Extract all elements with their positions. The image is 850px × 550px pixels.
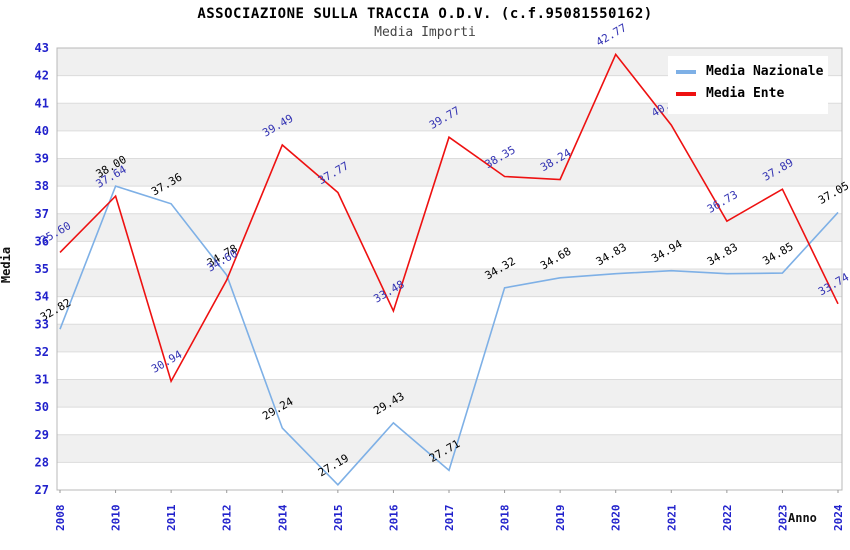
x-axis-title: Anno: [788, 511, 817, 525]
y-tick-label: 41: [35, 96, 49, 110]
y-tick-label: 35: [35, 262, 49, 276]
legend-label-nazionale: Media Nazionale: [706, 64, 824, 79]
legend-item-nazionale: Media Nazionale: [676, 64, 824, 79]
y-tick-label: 43: [35, 41, 49, 55]
ente-line-swatch-icon: [676, 91, 696, 96]
point-label: 34.68: [538, 245, 573, 273]
chart-title: ASSOCIAZIONE SULLA TRACCIA O.D.V. (c.f.9…: [197, 6, 653, 22]
y-tick-label: 42: [35, 69, 49, 83]
y-tick-label: 32: [35, 345, 49, 359]
x-tick-label: 2015: [332, 505, 345, 532]
y-tick-label: 34: [35, 290, 49, 304]
y-tick-label: 28: [35, 455, 49, 469]
y-tick-label: 27: [35, 483, 49, 497]
chart-subtitle: Media Importi: [374, 25, 476, 40]
x-tick-label: 2016: [387, 504, 400, 531]
y-tick-label: 33: [35, 317, 49, 331]
nazionale-line-swatch-icon: [676, 69, 696, 74]
x-tick-label: 2024: [832, 504, 845, 531]
y-tick-label: 29: [35, 428, 49, 442]
legend-label-ente: Media Ente: [706, 86, 785, 101]
x-tick-label: 2018: [499, 505, 512, 532]
x-tick-label: 2012: [221, 505, 234, 532]
y-tick-label: 31: [35, 373, 49, 387]
x-tick-label: 2019: [554, 505, 567, 532]
x-tick-label: 2011: [165, 504, 178, 531]
y-tick-label: 40: [35, 124, 49, 138]
y-tick-label: 39: [35, 152, 49, 166]
x-tick-label: 2022: [721, 505, 734, 532]
y-axis-title: Media: [0, 246, 13, 284]
x-tick-label: 2020: [610, 505, 623, 532]
x-tick-label: 2008: [54, 505, 67, 532]
y-tick-label: 38: [35, 179, 49, 193]
x-tick-label: 2010: [110, 505, 123, 532]
point-label: 34.83: [705, 240, 740, 268]
y-tick-label: 36: [35, 234, 49, 248]
legend: Media Nazionale Media Ente: [668, 56, 828, 114]
x-tick-label: 2017: [443, 505, 456, 532]
y-tick-label: 37: [35, 207, 49, 221]
y-tick-label: 30: [35, 400, 49, 414]
point-label: 34.83: [594, 240, 629, 268]
legend-item-ente: Media Ente: [676, 86, 824, 101]
point-label: 42.77: [594, 21, 629, 49]
x-tick-label: 2021: [665, 504, 678, 531]
x-tick-label: 2014: [276, 504, 289, 531]
x-tick-label: 2023: [776, 505, 789, 532]
